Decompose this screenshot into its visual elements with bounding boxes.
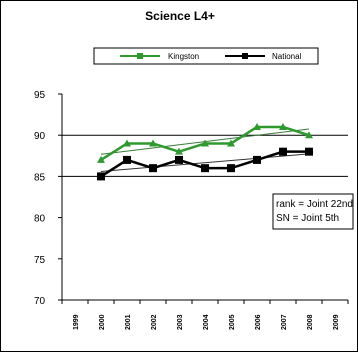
- point-kingston-2003: [175, 147, 183, 155]
- y-tick-label-90: 90: [34, 131, 46, 142]
- x-tick-label-2005: 2005: [229, 314, 236, 330]
- annotation-frame: [272, 193, 354, 230]
- point-national-2001: [123, 155, 131, 164]
- point-national-2003: [175, 155, 183, 164]
- x-tick-label-2009: 2009: [333, 314, 340, 330]
- point-national-2004: [201, 164, 209, 173]
- point-kingston-2001: [123, 139, 131, 147]
- plot-area: 70 75 80 85 90 95 1999 2000 2001 2002 2003 2004 2005…: [34, 90, 349, 330]
- point-kingston-2008: [305, 131, 313, 139]
- series-line-national: [100, 150, 309, 178]
- annotation-rank: rank = Joint 22nd: [276, 199, 353, 210]
- y-tick-label-85: 85: [34, 172, 46, 183]
- x-tick-label-2001: 2001: [125, 314, 132, 330]
- legend-label-kingston: Kingston: [168, 52, 199, 61]
- point-national-2007: [279, 147, 287, 156]
- point-kingston-2000: [97, 155, 105, 163]
- legend-label-national: National: [272, 52, 302, 61]
- x-tick-label-2002: 2002: [151, 314, 158, 330]
- legend: Kingston National: [93, 47, 319, 65]
- x-tick-label-2007: 2007: [281, 314, 288, 330]
- point-national-2000: [97, 172, 105, 181]
- legend-box: [93, 47, 319, 65]
- x-tick-label-2004: 2004: [203, 314, 210, 330]
- y-tick-label-95: 95: [34, 90, 46, 101]
- legend-item-kingston: Kingston: [120, 52, 199, 61]
- legend-marker-national: [242, 53, 248, 59]
- y-tick-label-75: 75: [34, 255, 46, 266]
- trendline-national: [100, 153, 310, 172]
- annotation-sn: SN = Joint 5th: [276, 213, 339, 224]
- x-tick-label-2008: 2008: [307, 314, 314, 330]
- y-tick-label-80: 80: [34, 214, 46, 225]
- legend-item-national: National: [225, 52, 302, 61]
- point-kingston-2005: [227, 139, 235, 147]
- point-kingston-2006: [253, 122, 261, 130]
- point-national-2006: [253, 155, 261, 164]
- annotation-box: rank = Joint 22nd SN = Joint 5th: [272, 193, 354, 230]
- point-kingston-2002: [149, 139, 157, 147]
- point-national-2002: [149, 164, 157, 173]
- x-tick-label-2000: 2000: [99, 314, 106, 330]
- x-tick-label-1999: 1999: [73, 314, 80, 330]
- y-tick-label-70: 70: [34, 296, 46, 307]
- point-kingston-2007: [279, 122, 287, 130]
- x-tick-label-2003: 2003: [177, 314, 184, 330]
- chart-title: Science L4+: [145, 9, 215, 23]
- x-tick-label-2006: 2006: [255, 314, 262, 330]
- legend-marker-kingston: [137, 53, 143, 59]
- point-kingston-2004: [201, 139, 209, 147]
- point-national-2005: [227, 164, 235, 173]
- point-national-2008: [305, 147, 313, 156]
